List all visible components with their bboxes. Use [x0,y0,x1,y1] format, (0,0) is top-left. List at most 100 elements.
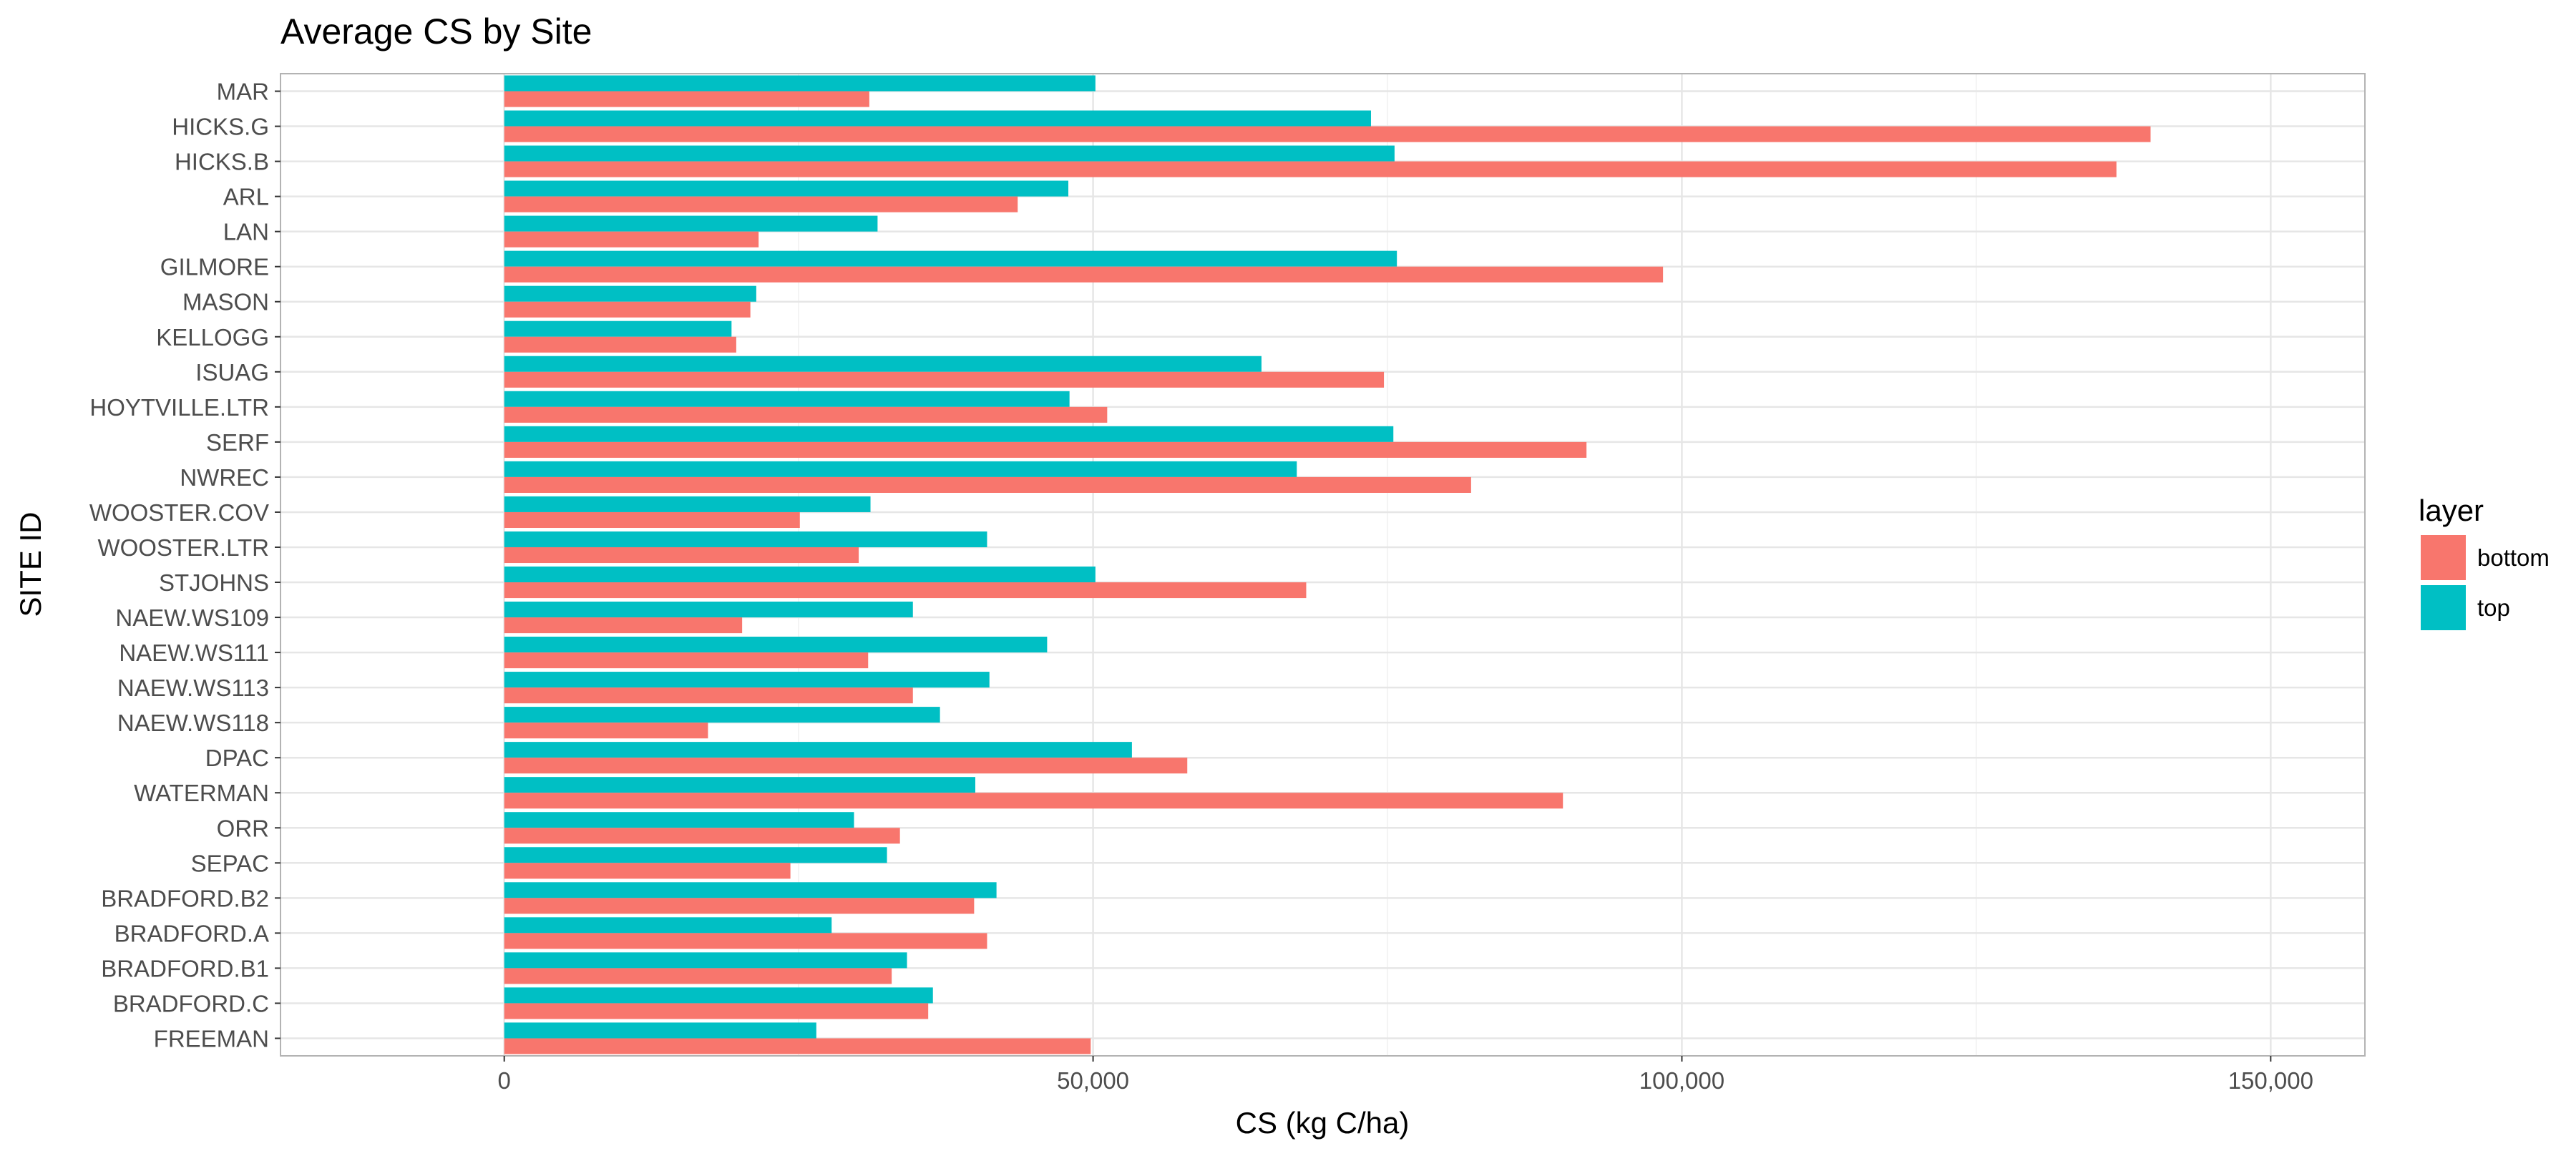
bar-top [504,250,1397,267]
bar-top [504,356,1262,372]
bar-top [504,285,756,302]
bar-top [504,110,1371,127]
bar-top [504,742,1132,758]
bars [504,75,2151,1054]
bar-bottom [504,547,859,564]
bar-bottom [504,1038,1091,1054]
y-tick-label: ISUAG [195,359,269,386]
bar-bottom [504,511,800,529]
y-tick-label: KELLOGG [156,324,269,351]
bar-bottom [504,617,743,634]
y-tick-label: BRADFORD.B2 [101,885,269,911]
plot-panel-border [280,73,2366,1057]
chart-title: Average CS by Site [280,11,592,52]
y-tick-label: FREEMAN [154,1025,269,1052]
bar-top [504,812,854,828]
bar-bottom [504,301,751,318]
bar-top [504,707,940,723]
x-axis-ticks: 0 50,000 100,000 150,000 [498,1056,2313,1094]
legend-key-bottom [2421,535,2466,580]
y-tick-label: BRADFORD.C [113,990,269,1017]
y-tick-label: MAR [217,79,269,105]
bar-top [504,917,832,934]
y-tick-label: MASON [182,289,269,315]
y-tick-label: BRADFORD.A [114,920,269,946]
bar-top [504,531,987,547]
bar-top [504,777,975,793]
y-tick-label: WOOSTER.LTR [97,534,269,561]
bar-bottom [504,968,892,984]
y-tick-label: HOYTVILLE.LTR [89,394,269,421]
y-tick-label: HICKS.B [175,149,269,175]
bar-bottom [504,898,975,914]
bar-top [504,320,732,337]
bar-bottom [504,126,2151,142]
bar-bottom [504,652,869,669]
bar-top [504,987,933,1004]
legend-title: layer [2419,494,2484,527]
y-tick-label: SEPAC [191,850,269,876]
bar-bottom [504,1003,929,1019]
bar-top [504,1022,816,1039]
bar-top [504,847,887,863]
bar-bottom [504,476,1471,493]
bar-top [504,461,1297,477]
bar-top [504,882,997,898]
y-tick-label: ORR [217,815,269,841]
y-tick-label: NAEW.WS113 [117,675,269,701]
bar-top [504,426,1394,442]
y-tick-label: NAEW.WS109 [115,604,269,631]
x-tick-label: 100,000 [1639,1067,1724,1094]
bar-top [504,672,990,688]
y-tick-label: NAEW.WS118 [117,710,269,736]
bar-bottom [504,793,1563,809]
bar-top [504,637,1048,653]
y-tick-label: NWREC [180,464,269,491]
bar-top [504,601,913,618]
y-tick-label: HICKS.G [172,114,269,140]
bar-top [504,952,907,969]
legend-key-top [2421,585,2466,630]
y-tick-label: STJOHNS [159,569,269,596]
bar-top [504,496,871,512]
y-tick-label: SERF [206,429,269,456]
y-tick-label: ARL [223,184,269,210]
bar-top [504,75,1096,92]
y-tick-label: NAEW.WS111 [119,640,269,666]
bar-bottom [504,582,1307,599]
bar-top [504,566,1096,583]
bar-bottom [504,933,987,949]
y-tick-label: GILMORE [160,254,269,280]
y-tick-label: DPAC [205,745,269,771]
y-tick-label: WOOSTER.COV [89,499,269,526]
y-tick-label: WATERMAN [134,780,269,806]
bar-bottom [504,723,708,739]
bar-bottom [504,336,736,353]
bar-top [504,145,1395,162]
bar-bottom [504,863,791,879]
x-tick-label: 150,000 [2228,1067,2313,1094]
bar-bottom [504,91,869,107]
bar-bottom [504,687,913,704]
bar-top [504,180,1069,197]
bar-bottom [504,371,1385,388]
legend-label-bottom: bottom [2477,544,2550,571]
legend-label-top: top [2477,594,2510,621]
bar-bottom [504,406,1108,423]
bar-top [504,215,878,232]
y-axis-ticks: MAR HICKS.G HICKS.B ARL LAN GILMORE MASON KELLO… [89,79,280,1052]
y-axis-title: SITE ID [14,511,47,617]
bar-bottom [504,161,2117,177]
bar-bottom [504,196,1018,212]
bar-bottom [504,441,1587,458]
legend: layer bottom top [2419,494,2550,630]
x-tick-label: 0 [498,1067,511,1094]
x-tick-label: 50,000 [1057,1067,1129,1094]
y-tick-label: BRADFORD.B1 [101,955,269,981]
x-axis-title: CS (kg C/ha) [1236,1106,1410,1140]
bar-bottom [504,266,1664,283]
bar-bottom [504,758,1188,774]
bar-top [504,391,1070,407]
bar-bottom [504,828,900,844]
